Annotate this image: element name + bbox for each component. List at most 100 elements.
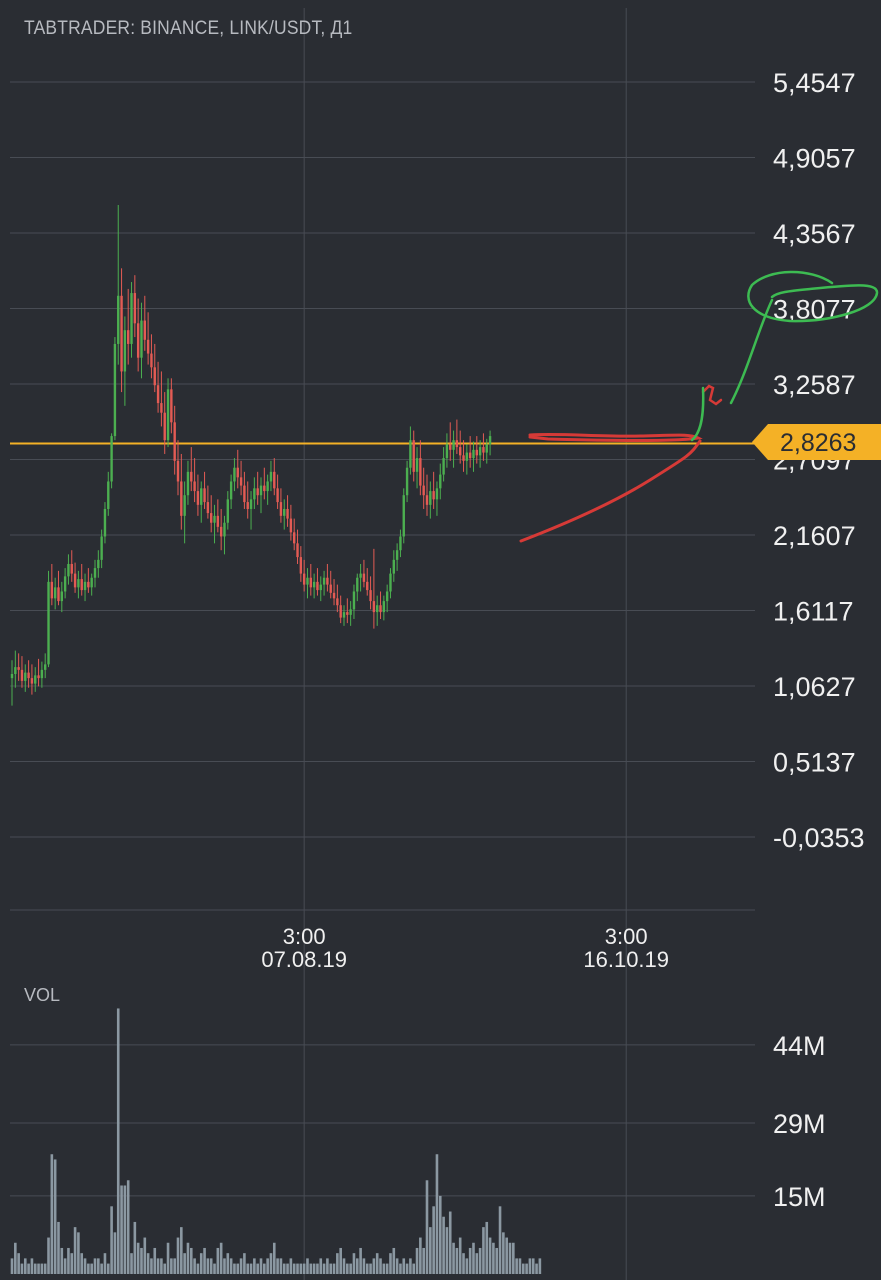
candle-body — [289, 518, 293, 533]
volume-bar — [379, 1258, 382, 1274]
volume-bar — [448, 1211, 452, 1274]
candle-body — [455, 440, 459, 448]
volume-bar — [399, 1263, 402, 1274]
volume-bar — [389, 1253, 392, 1274]
volume-bar — [266, 1258, 269, 1274]
candle-body — [359, 573, 362, 578]
candle-body — [17, 667, 20, 670]
candle-body — [306, 577, 309, 585]
volume-bar — [97, 1258, 100, 1274]
candle-body — [369, 590, 372, 602]
volume-bar — [263, 1263, 266, 1274]
candle-body — [193, 481, 196, 492]
candle-body — [316, 581, 319, 591]
volume-bar — [282, 1263, 286, 1274]
candle-body — [449, 444, 452, 450]
candlestick-series — [10, 205, 492, 706]
candle-body — [20, 669, 24, 681]
volume-bar — [455, 1247, 459, 1274]
candle-body — [83, 581, 87, 591]
candle-body — [156, 385, 160, 404]
candle-body — [299, 557, 303, 574]
volume-bar — [355, 1258, 359, 1274]
candle-body — [44, 664, 47, 670]
volume-bar — [502, 1232, 505, 1274]
volume-bar — [229, 1258, 233, 1274]
candle-body — [263, 485, 266, 492]
price-tick-label: 1,0627 — [773, 672, 856, 702]
candle-body — [34, 675, 37, 684]
volume-bar — [173, 1258, 176, 1274]
volume-bar — [405, 1263, 409, 1274]
volume-bar — [90, 1263, 93, 1274]
candle-body — [173, 422, 176, 461]
volume-bar — [253, 1258, 256, 1274]
candle-body — [395, 550, 399, 560]
volume-bar — [442, 1216, 445, 1274]
volume-bar — [336, 1253, 339, 1274]
volume-bar — [146, 1253, 150, 1274]
breakout-hook-drawing — [701, 384, 723, 406]
candle-body — [130, 293, 133, 344]
volume-series — [10, 1008, 542, 1274]
volume-bar — [482, 1227, 485, 1274]
candle-body — [415, 458, 419, 472]
current-price-badge: 2,8263 — [752, 424, 881, 460]
volume-bar — [77, 1232, 80, 1274]
candle-body — [256, 488, 259, 496]
volume-bar — [136, 1242, 140, 1274]
volume-bar — [272, 1242, 276, 1274]
volume-bar — [47, 1237, 50, 1274]
candle-body — [482, 447, 485, 453]
volume-bar — [63, 1258, 67, 1274]
volume-bar — [419, 1237, 422, 1274]
candle-body — [150, 353, 153, 368]
volume-bar — [392, 1247, 396, 1274]
volume-bar — [362, 1258, 366, 1274]
volume-bar — [23, 1258, 27, 1274]
volume-bar — [93, 1258, 97, 1274]
volume-tick-label: 29M — [773, 1109, 826, 1139]
price-tick-label: 1,6117 — [773, 597, 854, 627]
user-drawings — [519, 270, 879, 543]
volume-bar — [17, 1253, 20, 1274]
candle-body — [210, 513, 213, 523]
volume-bar — [100, 1263, 103, 1274]
candle-body — [10, 673, 14, 679]
candle-body — [475, 449, 478, 456]
volume-bar — [279, 1258, 283, 1274]
candle-body — [110, 436, 113, 482]
volume-bar — [40, 1263, 44, 1274]
candle-body — [30, 678, 34, 684]
candle-body — [312, 581, 316, 588]
candle-body — [405, 467, 409, 496]
candle-body — [24, 672, 27, 681]
candle-body — [269, 471, 273, 482]
candle-body — [113, 343, 117, 437]
candle-body — [362, 573, 366, 582]
volume-bar — [180, 1227, 183, 1274]
candle-body — [80, 579, 83, 591]
price-axis: 5,45474,90574,35673,80773,25872,70972,16… — [773, 68, 865, 853]
candle-body — [213, 515, 216, 523]
candle-body — [326, 577, 329, 585]
volume-bar — [60, 1247, 64, 1274]
candle-body — [180, 481, 183, 516]
volume-bar — [223, 1258, 226, 1274]
volume-bar — [531, 1258, 535, 1274]
volume-bar — [409, 1258, 412, 1274]
volume-axis: 44M 29M 15M — [773, 1031, 826, 1212]
volume-bar — [153, 1247, 157, 1274]
grid-lines — [10, 8, 755, 1280]
candle-body — [233, 467, 236, 482]
volume-bar — [243, 1253, 246, 1274]
volume-bar — [110, 1206, 113, 1274]
volume-bar — [429, 1227, 432, 1274]
volume-bar — [472, 1242, 475, 1274]
candle-body — [485, 444, 488, 453]
candle-body — [100, 536, 103, 560]
volume-bar — [116, 1008, 120, 1274]
volume-bar — [193, 1258, 196, 1274]
